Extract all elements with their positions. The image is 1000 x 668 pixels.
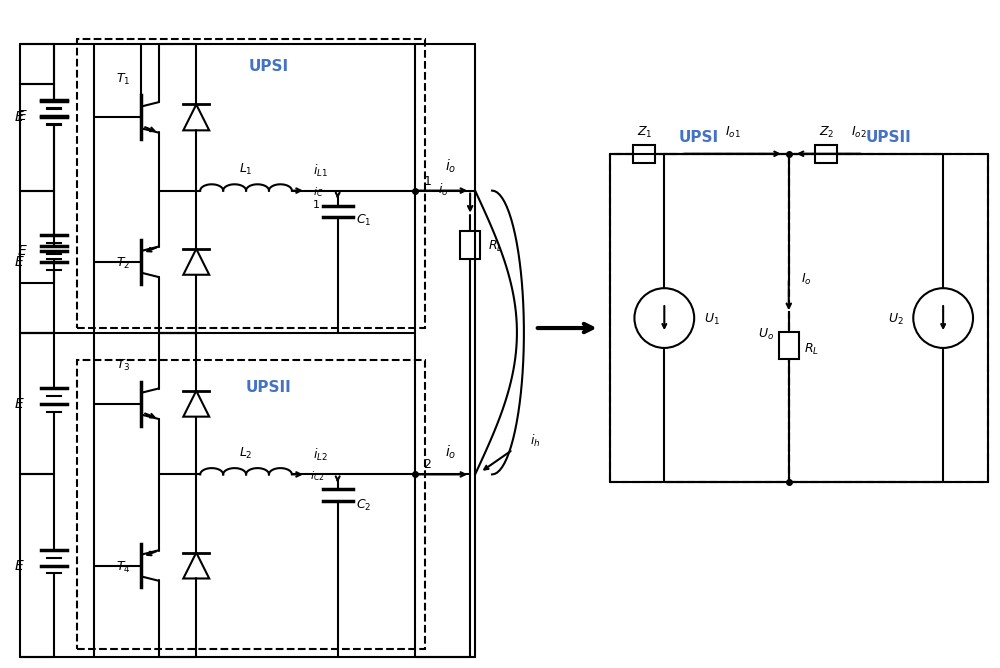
Polygon shape [183,552,209,578]
Text: $T_4$: $T_4$ [116,560,131,574]
Bar [779,331,799,359]
Text: $I_o$: $I_o$ [801,273,811,287]
Text: $E$: $E$ [14,110,24,124]
Text: $i_{C2}$: $i_{C2}$ [310,470,325,483]
Text: $i_o$: $i_o$ [445,158,456,175]
Text: $E$: $E$ [14,255,24,269]
Text: $E$: $E$ [14,397,24,411]
Text: $L_2$: $L_2$ [239,446,253,461]
Text: $R_L$: $R_L$ [488,239,503,255]
Text: $Z_1$: $Z_1$ [637,125,652,140]
Text: $i_o$: $i_o$ [445,444,456,461]
Text: UPSI: UPSI [679,130,719,145]
Polygon shape [183,391,209,417]
Bar [815,145,837,163]
Text: $I_{o2}$: $I_{o2}$ [851,125,866,140]
Text: 1: 1 [313,200,320,210]
Text: $I_{o1}$: $I_{o1}$ [725,125,740,140]
Text: $i_h$: $i_h$ [530,433,540,449]
Text: $i_{L1}$: $i_{L1}$ [313,163,328,179]
Text: UPSI: UPSI [248,59,289,74]
Text: $T_2$: $T_2$ [116,256,131,271]
Text: $U_o$: $U_o$ [758,327,774,342]
Text: $E$: $E$ [17,110,27,124]
Text: UPSII: UPSII [866,130,911,145]
Text: $i_o$: $i_o$ [438,182,448,198]
Text: UPSII: UPSII [246,380,291,395]
Polygon shape [183,249,209,275]
Text: $L_1$: $L_1$ [239,162,253,177]
Text: 1: 1 [423,174,431,188]
Text: $C_1$: $C_1$ [356,212,371,228]
Text: $i_C$: $i_C$ [313,186,323,199]
Text: $E$: $E$ [17,244,27,258]
Bar [460,231,480,259]
Text: $T_3$: $T_3$ [116,358,131,373]
Polygon shape [183,104,209,130]
Text: $U_1$: $U_1$ [704,312,720,327]
Bar [633,145,655,163]
Bar [77,39,425,328]
Text: $Z_2$: $Z_2$ [819,125,834,140]
Bar [77,360,425,649]
Text: $E$: $E$ [14,558,24,572]
Text: $T_1$: $T_1$ [116,71,131,87]
Bar [610,154,789,482]
Text: $C_2$: $C_2$ [356,498,371,514]
Text: 2: 2 [423,458,431,472]
Bar [789,154,988,482]
Text: $i_{L2}$: $i_{L2}$ [313,446,328,462]
Text: $U_2$: $U_2$ [888,312,903,327]
Text: $R_L$: $R_L$ [804,342,819,357]
